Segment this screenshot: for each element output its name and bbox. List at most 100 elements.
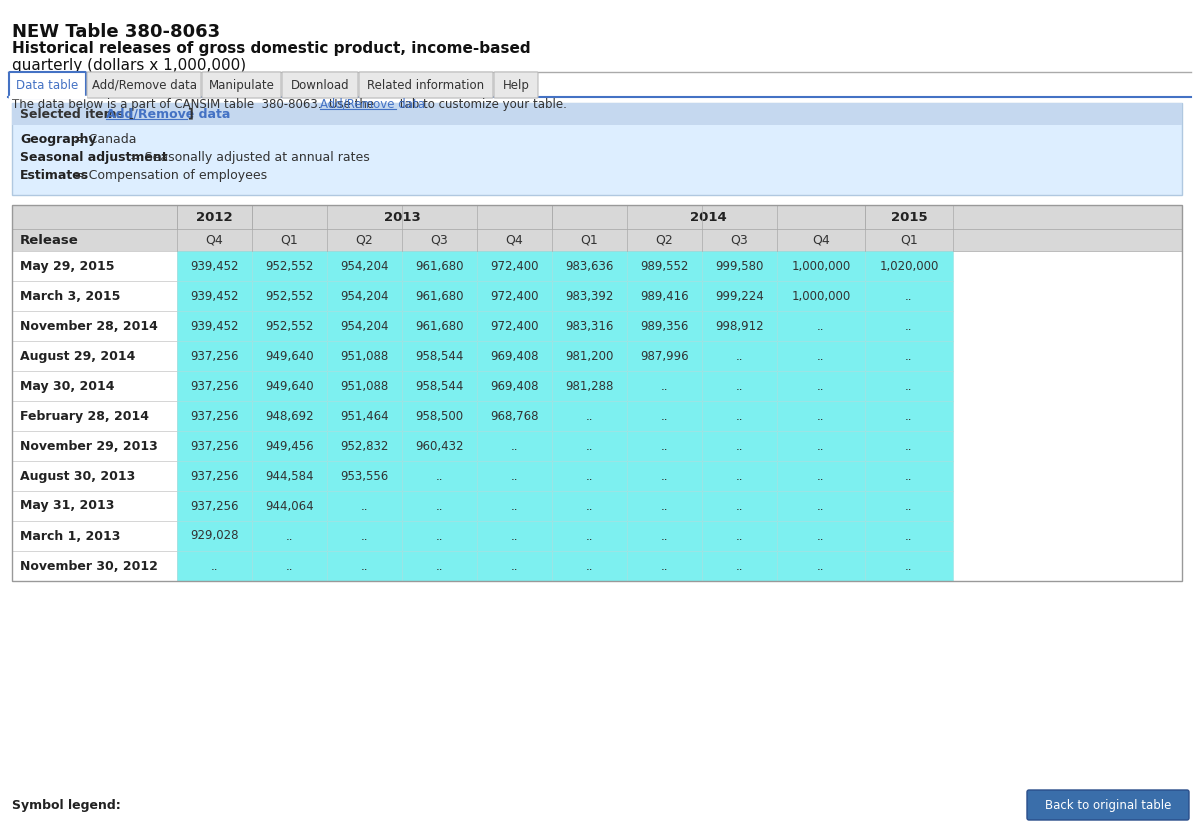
Bar — [777, 251, 864, 281]
Bar — [402, 521, 477, 551]
Bar — [177, 401, 252, 431]
Text: ..: .. — [661, 469, 668, 482]
Text: 929,028: 929,028 — [191, 529, 239, 542]
Bar — [777, 551, 864, 581]
Bar — [327, 521, 402, 551]
Text: Q4: Q4 — [506, 234, 524, 247]
Text: 2012: 2012 — [197, 211, 233, 224]
Text: 937,256: 937,256 — [191, 379, 239, 393]
Text: ..: .. — [905, 379, 912, 393]
Bar — [177, 551, 252, 581]
Text: tab to customize your table.: tab to customize your table. — [396, 97, 567, 110]
Bar — [777, 371, 864, 401]
Bar — [252, 431, 327, 461]
Bar — [864, 431, 953, 461]
Text: ..: .. — [736, 439, 743, 453]
Bar — [701, 251, 777, 281]
Text: ..: .. — [818, 410, 825, 422]
Text: February 28, 2014: February 28, 2014 — [20, 410, 149, 422]
Text: Data table: Data table — [17, 78, 79, 91]
Text: ..: .. — [586, 469, 594, 482]
FancyBboxPatch shape — [201, 72, 281, 98]
Text: Symbol legend:: Symbol legend: — [12, 798, 121, 811]
Text: 958,500: 958,500 — [415, 410, 464, 422]
Bar — [252, 341, 327, 371]
Bar — [627, 401, 701, 431]
Bar — [477, 401, 552, 431]
Text: ..: .. — [586, 529, 594, 542]
Text: Q4: Q4 — [205, 234, 223, 247]
Bar — [327, 371, 402, 401]
Text: ..: .. — [661, 410, 668, 422]
Bar — [864, 461, 953, 491]
Text: ..: .. — [905, 290, 912, 303]
Bar — [552, 521, 627, 551]
Text: ..: .. — [511, 439, 518, 453]
Text: May 30, 2014: May 30, 2014 — [20, 379, 114, 393]
Text: Related information: Related information — [367, 78, 484, 91]
Bar — [864, 491, 953, 521]
Bar — [402, 281, 477, 311]
Text: ..: .. — [736, 500, 743, 513]
Text: ..: .. — [661, 379, 668, 393]
Text: ..: .. — [818, 500, 825, 513]
Text: The data below is a part of CANSIM table  380-8063.  Use the: The data below is a part of CANSIM table… — [12, 97, 378, 110]
Bar — [477, 431, 552, 461]
Text: ..: .. — [818, 319, 825, 332]
Bar — [701, 551, 777, 581]
Bar — [402, 461, 477, 491]
Bar — [627, 431, 701, 461]
Bar — [177, 251, 252, 281]
Bar — [701, 311, 777, 341]
Bar — [12, 371, 177, 401]
Text: 951,088: 951,088 — [341, 350, 388, 362]
Bar — [12, 311, 177, 341]
Text: November 29, 2013: November 29, 2013 — [20, 439, 158, 453]
Bar — [552, 461, 627, 491]
Text: 989,356: 989,356 — [640, 319, 688, 332]
Bar — [627, 491, 701, 521]
Text: ..: .. — [586, 439, 594, 453]
Bar — [777, 521, 864, 551]
Bar — [12, 251, 177, 281]
Text: ..: .. — [736, 379, 743, 393]
Bar — [477, 461, 552, 491]
Bar — [627, 521, 701, 551]
Text: Back to original table: Back to original table — [1044, 798, 1171, 811]
Bar — [252, 461, 327, 491]
Text: 954,204: 954,204 — [341, 319, 388, 332]
Bar — [402, 551, 477, 581]
Text: 944,064: 944,064 — [265, 500, 314, 513]
Text: May 31, 2013: May 31, 2013 — [20, 500, 114, 513]
Text: 969,408: 969,408 — [490, 379, 538, 393]
Bar — [177, 491, 252, 521]
Text: 939,452: 939,452 — [191, 290, 239, 303]
Bar — [327, 311, 402, 341]
Bar — [12, 205, 1182, 581]
Text: 939,452: 939,452 — [191, 259, 239, 272]
Text: 958,544: 958,544 — [415, 350, 464, 362]
Text: ..: .. — [818, 439, 825, 453]
Text: 961,680: 961,680 — [415, 259, 464, 272]
FancyBboxPatch shape — [10, 72, 86, 98]
Bar — [627, 551, 701, 581]
Bar — [402, 401, 477, 431]
Bar — [252, 371, 327, 401]
Text: Manipulate: Manipulate — [209, 78, 275, 91]
FancyBboxPatch shape — [282, 72, 359, 98]
Bar — [177, 461, 252, 491]
Text: ..: .. — [435, 469, 444, 482]
Text: 968,768: 968,768 — [490, 410, 538, 422]
Text: 952,832: 952,832 — [341, 439, 388, 453]
Text: Q1: Q1 — [281, 234, 299, 247]
Text: Q1: Q1 — [580, 234, 598, 247]
Text: ..: .. — [818, 350, 825, 362]
Text: 952,552: 952,552 — [265, 259, 314, 272]
Bar — [252, 521, 327, 551]
Text: 972,400: 972,400 — [490, 319, 538, 332]
Text: 983,636: 983,636 — [565, 259, 614, 272]
Text: 981,200: 981,200 — [565, 350, 614, 362]
Bar — [477, 251, 552, 281]
Bar — [777, 311, 864, 341]
Text: Release: Release — [20, 234, 79, 247]
